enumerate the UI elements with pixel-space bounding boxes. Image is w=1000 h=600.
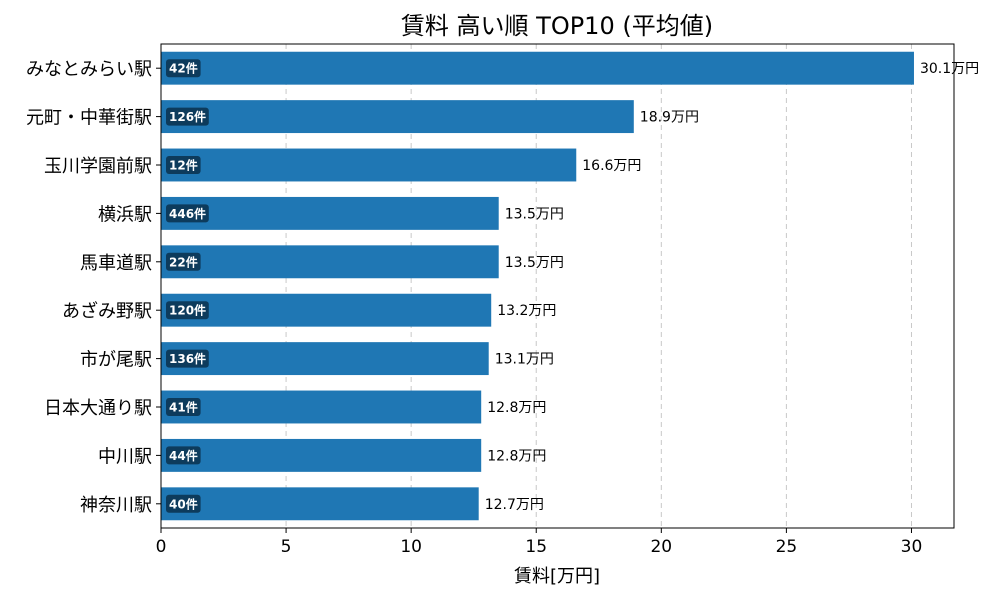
x-tick-label: 10: [400, 537, 422, 557]
count-badge: [166, 107, 209, 126]
category-label: 馬車道駅: [80, 253, 152, 274]
category-label: 中川駅: [98, 446, 152, 467]
value-label: 12.8万円: [487, 400, 546, 416]
count-badge: [166, 301, 209, 320]
chart-title: 賃料 高い順 TOP10 (平均値): [401, 12, 713, 40]
value-label: 13.1万円: [495, 352, 554, 368]
category-label: 神奈川駅: [80, 495, 152, 516]
bar: [161, 390, 482, 424]
category-label: 元町・中華街駅: [26, 108, 152, 129]
value-label: 30.1万円: [920, 61, 979, 77]
category-label: みなとみらい駅: [26, 59, 152, 80]
value-label: 12.7万円: [485, 497, 544, 513]
count-label: 126件: [169, 109, 206, 124]
count-badge: [166, 398, 201, 416]
value-label: 16.6万円: [582, 158, 641, 174]
bar: [161, 148, 577, 182]
bar: [161, 245, 499, 279]
value-label: 13.2万円: [497, 303, 556, 319]
category-label: 横浜駅: [98, 204, 152, 225]
count-label: 22件: [169, 254, 198, 269]
value-label: 12.8万円: [487, 448, 546, 464]
plot-frame: [160, 43, 955, 529]
count-label: 12件: [169, 158, 198, 173]
count-badge: [166, 204, 209, 223]
count-label: 446件: [169, 206, 206, 221]
value-label: 13.5万円: [505, 255, 564, 271]
category-label: 市が尾駅: [80, 350, 152, 371]
category-label: 日本大通り駅: [44, 398, 152, 419]
bar: [161, 293, 492, 327]
count-badge: [166, 446, 201, 465]
bar: [161, 487, 479, 521]
count-label: 120件: [169, 303, 206, 318]
x-tick-label: 30: [901, 537, 923, 557]
count-label: 136件: [169, 351, 206, 366]
bar: [161, 438, 482, 472]
x-tick-label: 5: [281, 537, 292, 557]
count-label: 41件: [169, 400, 198, 415]
x-tick-label: 15: [525, 537, 547, 557]
count-badge: [166, 349, 209, 368]
count-label: 42件: [169, 61, 198, 76]
x-tick-label: 20: [650, 537, 672, 557]
bar: [161, 342, 489, 376]
category-label: あざみ野駅: [62, 300, 152, 322]
count-badge: [166, 494, 201, 513]
value-label: 13.5万円: [505, 206, 564, 222]
value-label: 18.9万円: [640, 110, 699, 126]
category-label: 玉川学園前駅: [44, 156, 152, 177]
count-badge: [166, 252, 201, 271]
bar: [161, 100, 634, 134]
x-tick-label: 25: [776, 537, 798, 557]
bar: [161, 196, 499, 230]
count-badge: [166, 59, 201, 78]
bar: [161, 51, 914, 85]
x-tick-label: 0: [156, 537, 167, 557]
count-label: 44件: [169, 448, 198, 463]
x-axis-label: 賃料[万円]: [514, 566, 600, 587]
count-label: 40件: [169, 496, 198, 511]
count-badge: [166, 156, 201, 174]
